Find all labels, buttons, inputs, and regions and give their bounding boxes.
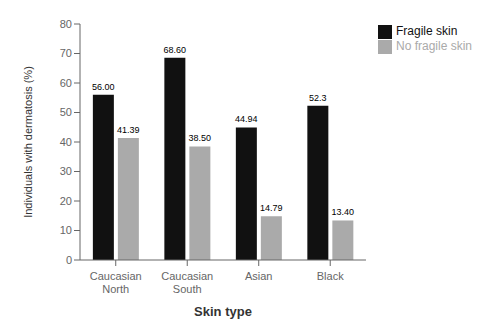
- svg-text:80: 80: [60, 18, 72, 30]
- svg-text:CaucasianNorth: CaucasianNorth: [90, 270, 142, 295]
- svg-text:41.39: 41.39: [117, 125, 140, 135]
- svg-text:70: 70: [60, 47, 72, 59]
- svg-text:Skin type: Skin type: [194, 304, 252, 319]
- svg-text:30: 30: [60, 165, 72, 177]
- svg-text:52.3: 52.3: [309, 93, 327, 103]
- svg-text:50: 50: [60, 106, 72, 118]
- svg-text:56.00: 56.00: [92, 82, 115, 92]
- svg-text:38.50: 38.50: [189, 133, 212, 143]
- svg-text:Individuals with dermatosis (%: Individuals with dermatosis (%): [22, 66, 34, 218]
- svg-text:40: 40: [60, 136, 72, 148]
- svg-text:68.60: 68.60: [164, 45, 187, 55]
- svg-text:60: 60: [60, 77, 72, 89]
- html-text:Fragile skin: Fragile skin: [396, 24, 458, 38]
- svg-text:CaucasianSouth: CaucasianSouth: [161, 270, 213, 295]
- svg-text:13.40: 13.40: [332, 207, 355, 217]
- svg-text:10: 10: [60, 224, 72, 236]
- svg-text:Asian: Asian: [245, 270, 273, 282]
- html-text:No fragile skin: No fragile skin: [396, 38, 472, 53]
- svg-text:Black: Black: [317, 270, 344, 282]
- svg-text:0: 0: [66, 254, 72, 266]
- svg-text:14.79: 14.79: [260, 203, 283, 213]
- svg-text:44.94: 44.94: [235, 114, 258, 124]
- svg-text:20: 20: [60, 195, 72, 207]
